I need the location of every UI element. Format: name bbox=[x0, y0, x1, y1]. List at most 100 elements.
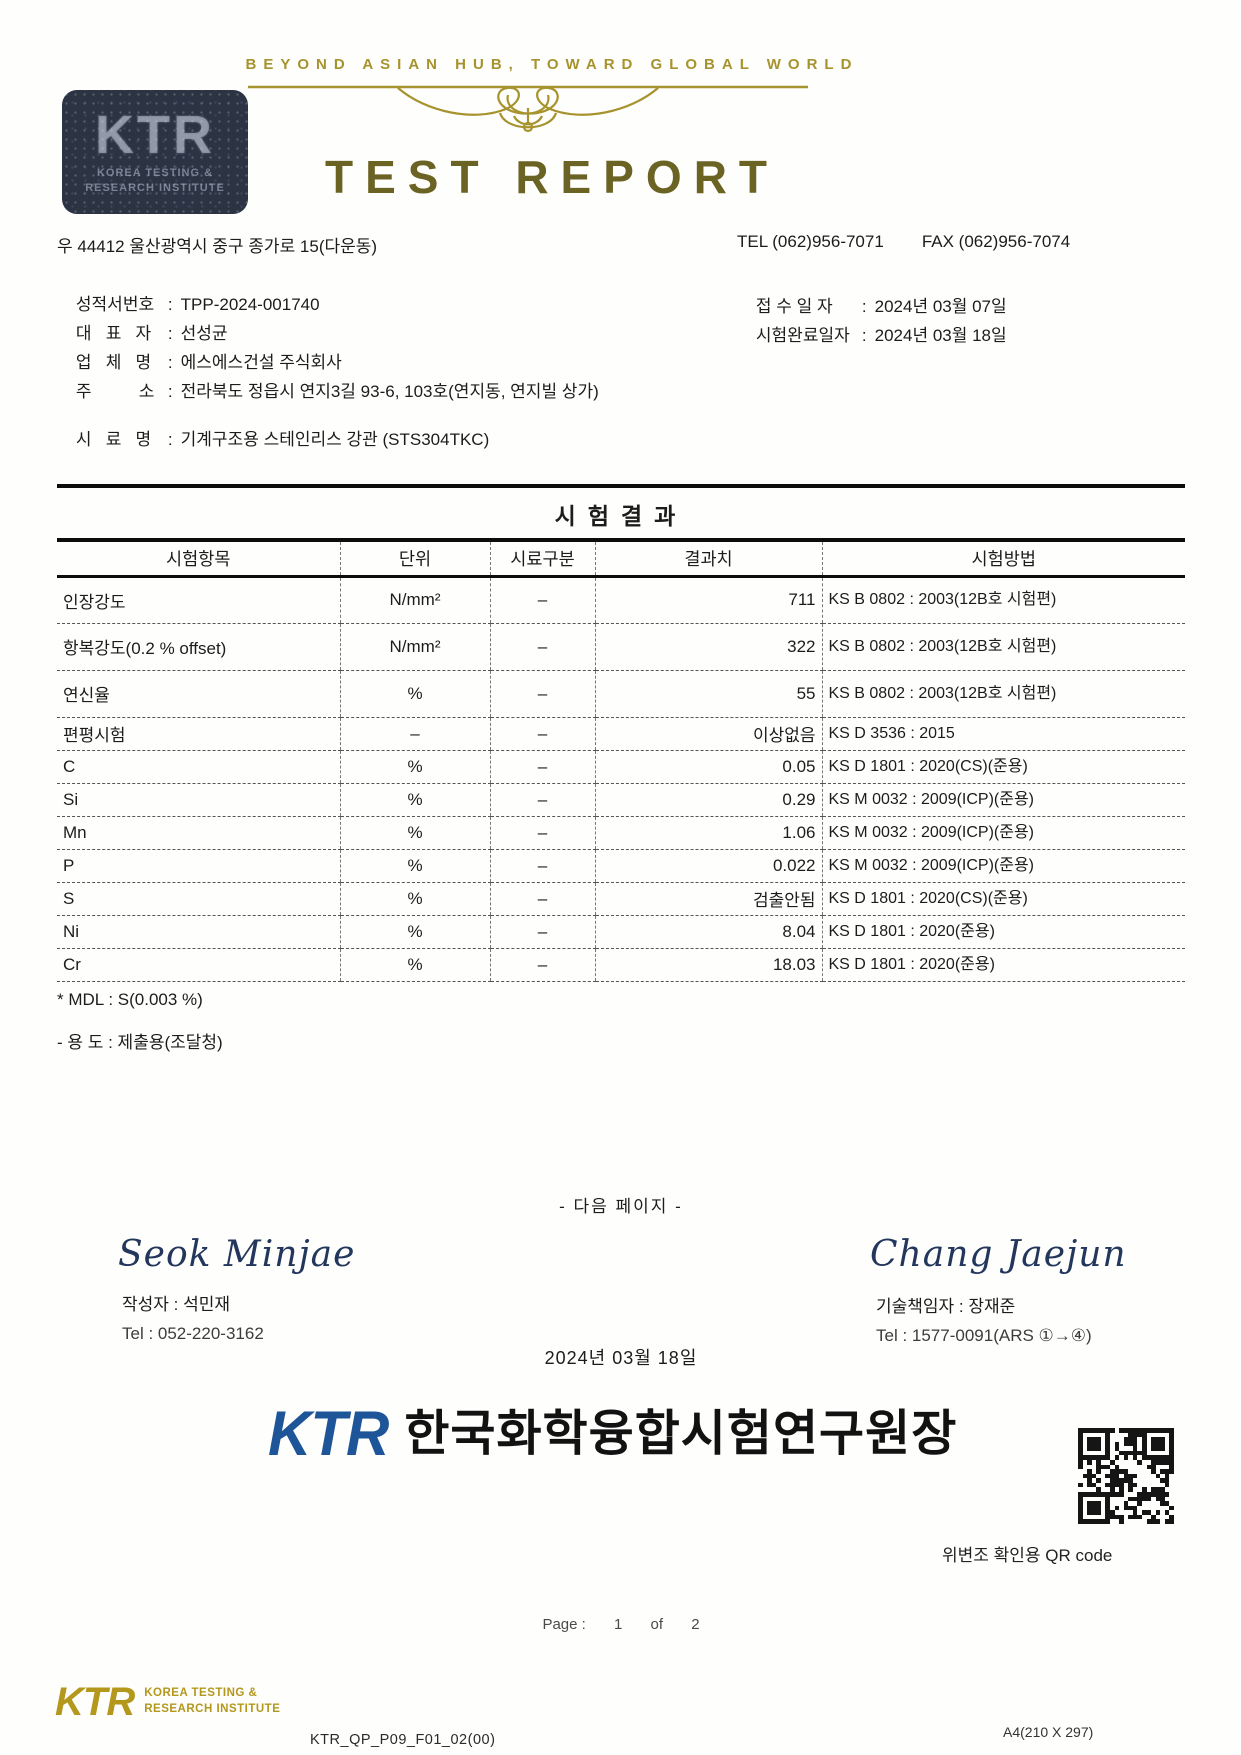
tech-manager-signature: Chang Jaejun bbox=[870, 1234, 1127, 1275]
cell-result-value: 322 bbox=[594, 623, 822, 671]
qr-code bbox=[1078, 1428, 1174, 1524]
qr-caption: 위변조 확인용 QR code bbox=[942, 1546, 1113, 1565]
writer-signature: Seok Minjae bbox=[118, 1234, 356, 1275]
stamp-ktr-logo: KTR bbox=[95, 105, 215, 165]
cell-test-item: C bbox=[57, 750, 340, 784]
cell-unit: N/mm² bbox=[339, 623, 490, 671]
cell-result-value: 711 bbox=[594, 576, 822, 624]
cell-test-item: Cr bbox=[57, 948, 340, 982]
table-row: Cr % – 18.03 KS D 1801 : 2020(준용) bbox=[57, 948, 1185, 982]
document-code: KTR_QP_P09_F01_02(00) bbox=[310, 1732, 496, 1748]
table-row: C % – 0.05 KS D 1801 : 2020(CS)(준용) bbox=[57, 750, 1185, 784]
cell-result-value: 8.04 bbox=[594, 915, 822, 949]
table-row: 연신율 % – 55 KS B 0802 : 2003(12B호 시험편) bbox=[57, 670, 1185, 718]
cell-test-method: KS D 1801 : 2020(준용) bbox=[821, 948, 1185, 982]
table-row: 편평시험 – – 이상없음 KS D 3536 : 2015 bbox=[57, 717, 1185, 751]
cell-sample-type: – bbox=[489, 882, 595, 916]
cell-sample-type: – bbox=[489, 750, 595, 784]
cell-unit: – bbox=[339, 717, 490, 751]
brand-tagline: BEYOND ASIAN HUB, TOWARD GLOBAL WORLD bbox=[245, 56, 859, 73]
cell-test-method: KS D 1801 : 2020(준용) bbox=[821, 915, 1185, 949]
table-row: 인장강도 N/mm² – 711 KS B 0802 : 2003(12B호 시… bbox=[57, 576, 1185, 624]
meta-receipt-date: 접 수 일 자:2024년 03월 07일 bbox=[755, 297, 1007, 316]
note-mdl: * MDL : S(0.003 %) bbox=[57, 990, 203, 1009]
results-section-title: 시험결과 bbox=[554, 503, 688, 529]
stamp-line-1: KOREA TESTING & bbox=[96, 167, 214, 179]
cell-test-method: KS B 0802 : 2003(12B호 시험편) bbox=[821, 670, 1185, 718]
fax-number: FAX (062)956-7074 bbox=[921, 232, 1071, 251]
col-header-sample-type: 시료구분 bbox=[489, 540, 595, 578]
report-title: TEST REPORT bbox=[324, 151, 780, 203]
ktr-stamp: KTR KOREA TESTING & RESEARCH INSTITUTE bbox=[62, 90, 248, 214]
cell-unit: % bbox=[339, 670, 490, 718]
cell-result-value: 55 bbox=[594, 670, 822, 718]
cell-test-item: S bbox=[57, 882, 340, 916]
meta-sample-name: 시 료 명: 기계구조용 스테인리스 강관 (STS304TKC) bbox=[75, 430, 490, 449]
cell-result-value: 0.022 bbox=[594, 849, 822, 883]
footer-ktr-mark: KTR bbox=[55, 1680, 135, 1724]
cell-test-method: KS D 1801 : 2020(CS)(준용) bbox=[821, 750, 1185, 784]
table-row: S % – 검출안됨 KS D 1801 : 2020(CS)(준용) bbox=[57, 882, 1185, 916]
note-usage: - 용 도 : 제출용(조달청) bbox=[57, 1033, 223, 1052]
meta-company-address: 주 소: 전라북도 정읍시 연지3길 93-6, 103호(연지동, 연지빌 상가… bbox=[75, 382, 599, 401]
meta-representative: 대 표 자: 선성균 bbox=[75, 324, 228, 343]
page-indicator: Page : 1 of 2 bbox=[57, 1616, 1185, 1633]
footer-ktr-line-1: KOREA TESTING & bbox=[144, 1687, 258, 1700]
cell-unit: % bbox=[339, 849, 490, 883]
cell-unit: % bbox=[339, 783, 490, 817]
cell-unit: % bbox=[339, 948, 490, 982]
stamp-line-2: RESEARCH INSTITUTE bbox=[85, 181, 225, 194]
col-header-result: 결과치 bbox=[594, 540, 822, 578]
report-date: 2024년 03월 18일 bbox=[544, 1348, 698, 1368]
meta-report-number: 성적서번호: TPP-2024-001740 bbox=[75, 295, 320, 314]
cell-result-value: 이상없음 bbox=[594, 717, 822, 751]
cell-test-item: 연신율 bbox=[57, 670, 340, 718]
tel-number: TEL (062)956-7071 bbox=[737, 232, 884, 251]
flourish-ornament bbox=[248, 85, 808, 133]
footer-ktr-line-2: RESEARCH INSTITUTE bbox=[144, 1703, 281, 1715]
cell-result-value: 0.05 bbox=[594, 750, 822, 784]
cell-sample-type: – bbox=[489, 783, 595, 817]
cell-test-item: 편평시험 bbox=[57, 717, 340, 751]
issuing-org-name: 한국화학융합시험연구원장 bbox=[404, 1406, 958, 1461]
cell-unit: % bbox=[339, 816, 490, 850]
col-header-unit: 단위 bbox=[339, 540, 490, 578]
cell-test-item: 항복강도(0.2 % offset) bbox=[57, 623, 340, 671]
table-row: Ni % – 8.04 KS D 1801 : 2020(준용) bbox=[57, 915, 1185, 949]
tech-manager-name: 기술책임자 : 장재준 bbox=[876, 1297, 1016, 1316]
cell-test-item: 인장강도 bbox=[57, 576, 340, 624]
cell-sample-type: – bbox=[489, 576, 595, 624]
col-header-method: 시험방법 bbox=[821, 540, 1185, 578]
cell-test-method: KS B 0802 : 2003(12B호 시험편) bbox=[821, 576, 1185, 624]
section-divider bbox=[57, 484, 1185, 488]
table-row: Si % – 0.29 KS M 0032 : 2009(ICP)(준용) bbox=[57, 783, 1185, 817]
cell-sample-type: – bbox=[489, 670, 595, 718]
page-current: 1 bbox=[614, 1616, 623, 1633]
table-row: 항복강도(0.2 % offset) N/mm² – 322 KS B 0802… bbox=[57, 623, 1185, 671]
cell-sample-type: – bbox=[489, 623, 595, 671]
meta-company-name: 업 체 명: 에스에스건설 주식회사 bbox=[75, 353, 342, 372]
table-header-row: 시험항목 단위 시료구분 결과치 시험방법 bbox=[57, 540, 1185, 578]
cell-test-item: P bbox=[57, 849, 340, 883]
cell-test-method: KS M 0032 : 2009(ICP)(준용) bbox=[821, 816, 1185, 850]
cell-unit: % bbox=[339, 915, 490, 949]
results-table-body: 인장강도 N/mm² – 711 KS B 0802 : 2003(12B호 시… bbox=[57, 576, 1185, 982]
writer-name: 작성자 : 석민재 bbox=[122, 1295, 231, 1314]
cell-sample-type: – bbox=[489, 915, 595, 949]
institute-address: 우 44412 울산광역시 중구 종가로 15(다운동) bbox=[57, 237, 378, 256]
cell-result-value: 0.29 bbox=[594, 783, 822, 817]
tech-manager-tel: Tel : 1577-0091(ARS ①→④) bbox=[876, 1326, 1092, 1345]
page-of: of bbox=[650, 1616, 664, 1633]
cell-unit: N/mm² bbox=[339, 576, 490, 624]
cell-test-method: KS B 0802 : 2003(12B호 시험편) bbox=[821, 623, 1185, 671]
col-header-item: 시험항목 bbox=[57, 540, 340, 578]
cell-result-value: 1.06 bbox=[594, 816, 822, 850]
cell-test-item: Si bbox=[57, 783, 340, 817]
footer-ktr-logo: KTR KOREA TESTING & RESEARCH INSTITUTE bbox=[55, 1682, 280, 1722]
cell-sample-type: – bbox=[489, 849, 595, 883]
cell-test-method: KS D 3536 : 2015 bbox=[821, 717, 1185, 751]
cell-test-item: Mn bbox=[57, 816, 340, 850]
cell-unit: % bbox=[339, 750, 490, 784]
cell-test-method: KS D 1801 : 2020(CS)(준용) bbox=[821, 882, 1185, 916]
writer-tel: Tel : 052-220-3162 bbox=[122, 1324, 264, 1343]
